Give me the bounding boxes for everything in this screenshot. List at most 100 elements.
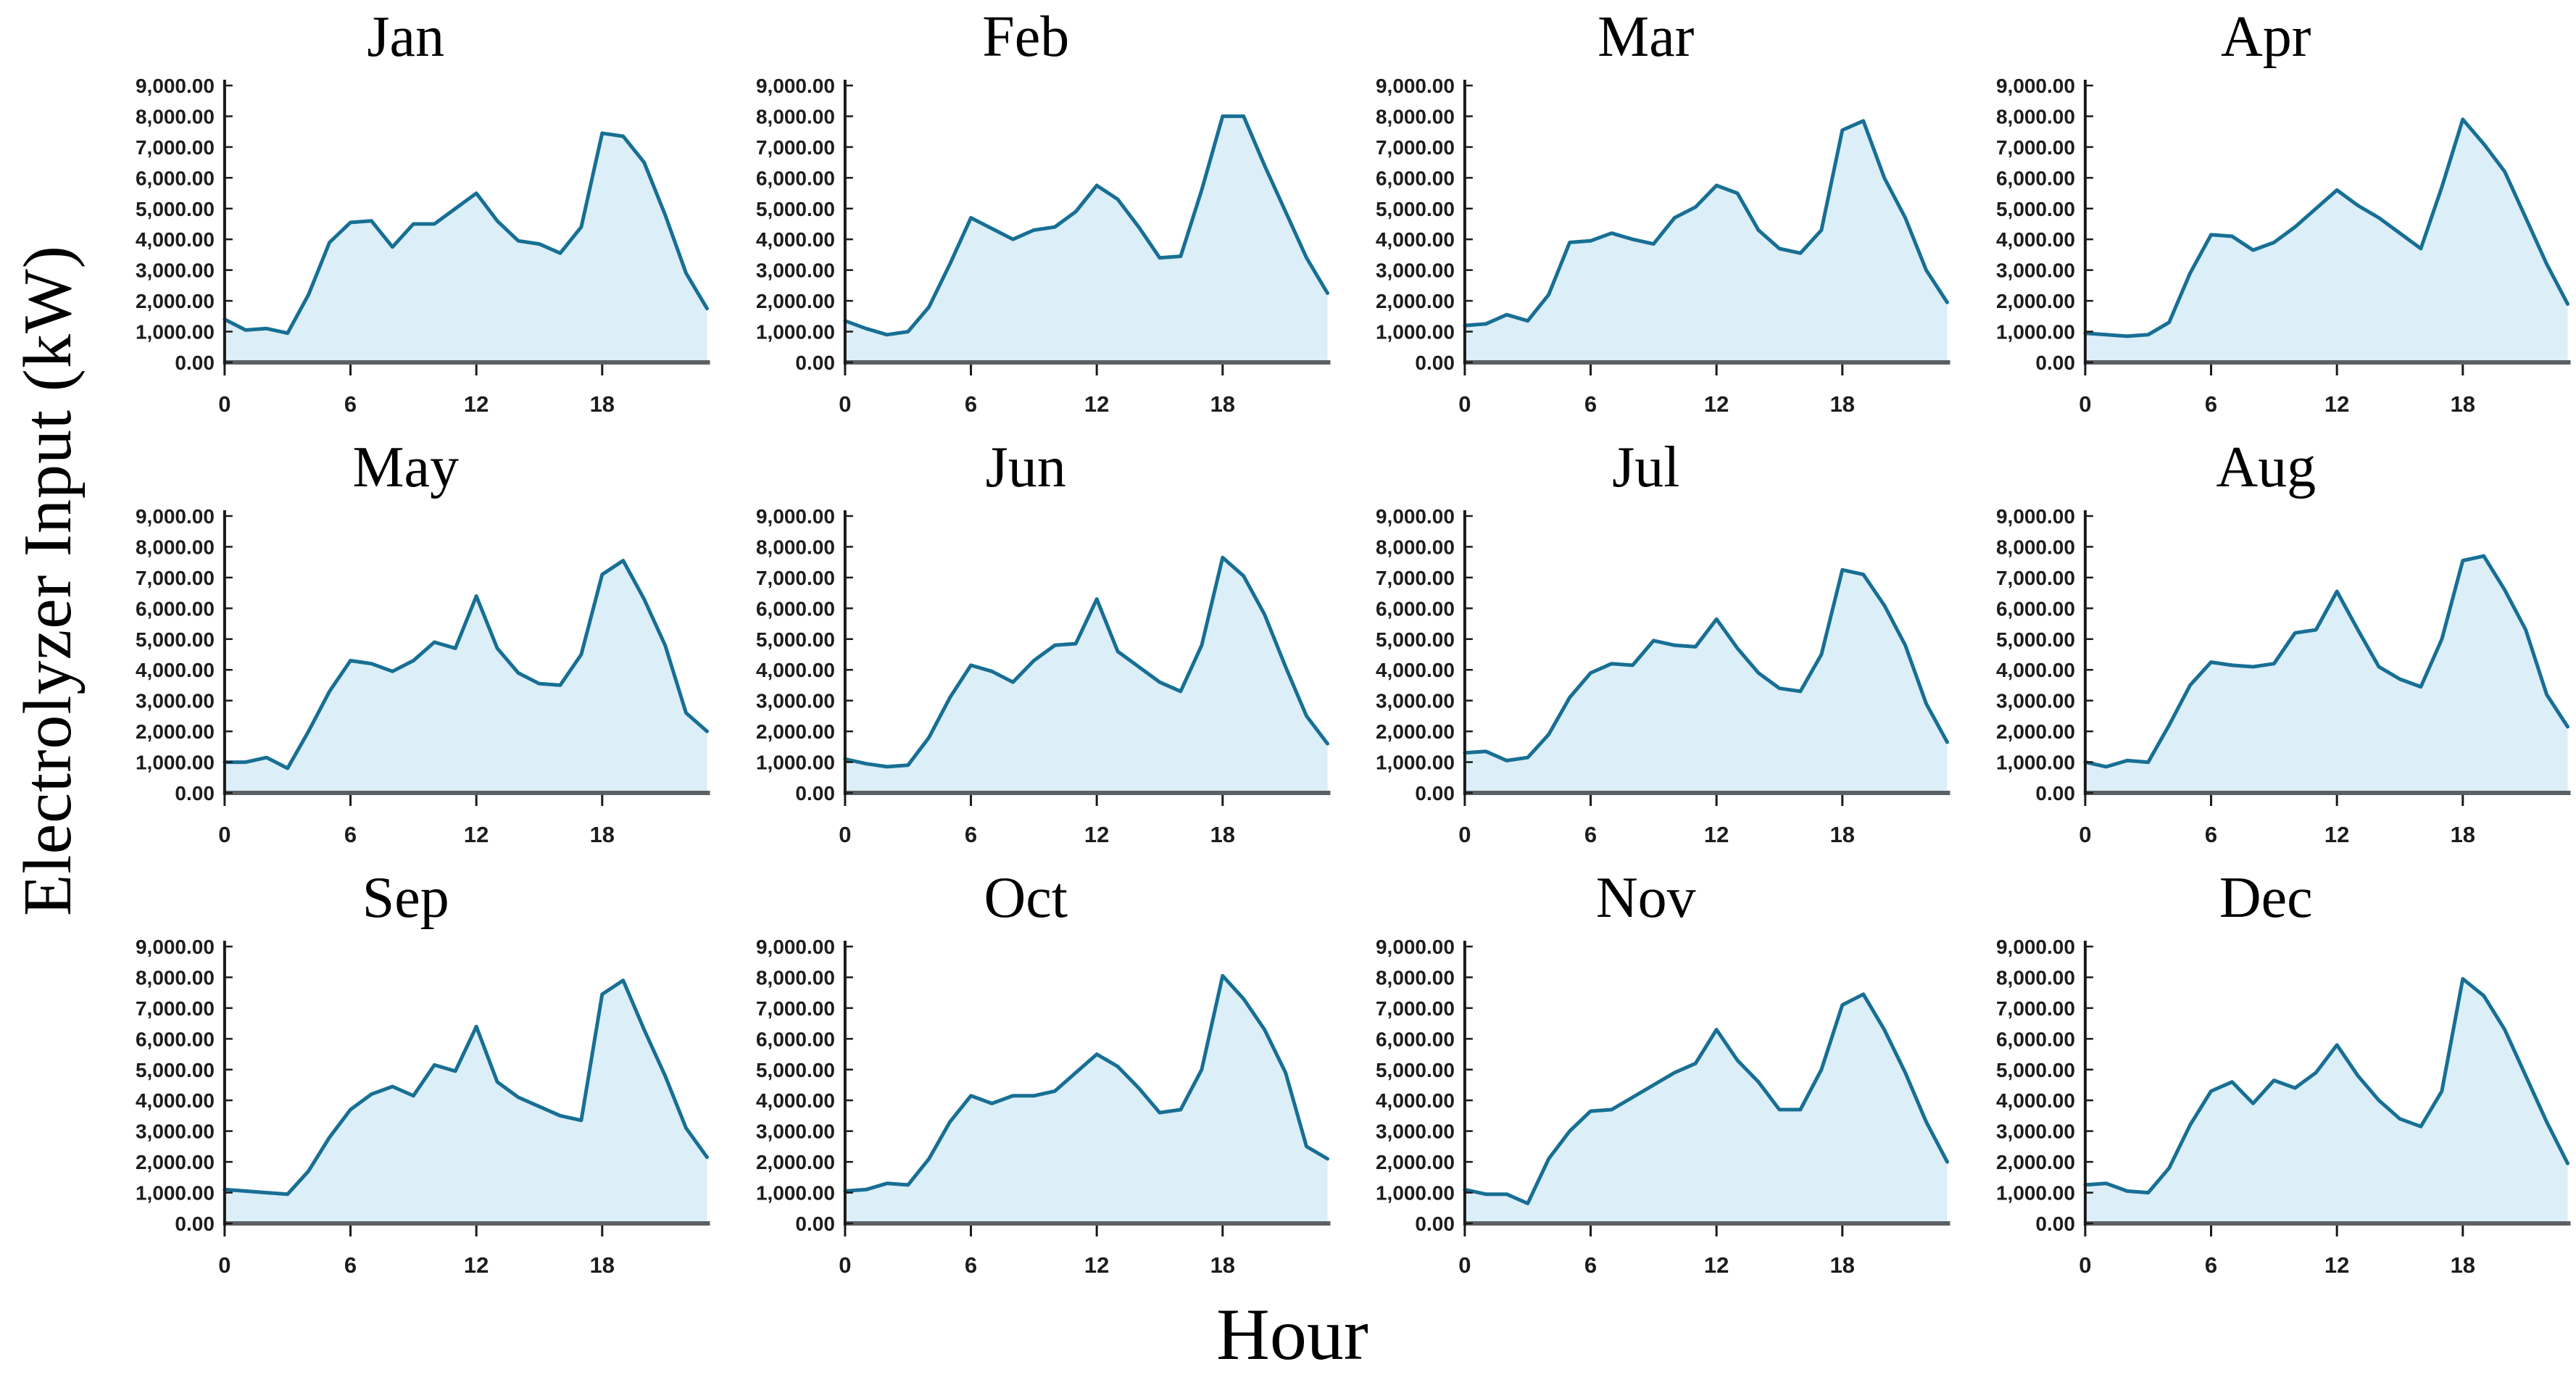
y-tick-label: 0.00 xyxy=(795,782,834,804)
y-tick-label: 2,000.00 xyxy=(1376,1151,1455,1173)
y-tick-label: 4,000.00 xyxy=(1376,228,1455,251)
y-tick-label: 3,000.00 xyxy=(1995,1120,2074,1143)
y-tick-label: 8,000.00 xyxy=(136,105,215,128)
y-tick-label: 4,000.00 xyxy=(136,659,215,681)
y-tick-label: 2,000.00 xyxy=(755,720,834,743)
y-tick-label: 9,000.00 xyxy=(1376,505,1455,528)
x-tick-label: 6 xyxy=(344,822,357,847)
x-tick-label: 6 xyxy=(344,1252,357,1278)
y-tick-label: 4,000.00 xyxy=(1376,659,1455,681)
x-tick-label: 12 xyxy=(464,822,489,847)
y-tick-label: 1,000.00 xyxy=(1376,1182,1455,1205)
y-tick-label: 9,000.00 xyxy=(1995,75,2074,97)
x-tick-label: 6 xyxy=(2204,391,2216,417)
x-axis-label: Hour xyxy=(1216,1294,1368,1376)
y-tick-label: 1,000.00 xyxy=(755,752,834,774)
y-tick-label: 5,000.00 xyxy=(755,198,834,220)
y-tick-label: 1,000.00 xyxy=(755,1182,834,1205)
y-tick-label: 0.00 xyxy=(2035,1213,2074,1235)
series-area xyxy=(844,557,1328,793)
subplot-grid: Jan 0.00 1,000.00 2,000.00 3,000.00 4,000.00 5… xyxy=(96,0,2576,1292)
subplot-sep: Sep 0.00 1,000.00 2,000.00 3,000.00 4,000.00 5… xyxy=(96,861,716,1292)
subplot-feb: Feb 0.00 1,000.00 2,000.00 3,000.00 4,000.00 5… xyxy=(716,0,1337,431)
x-tick-label: 18 xyxy=(2450,1252,2475,1278)
y-tick-label: 4,000.00 xyxy=(755,228,834,251)
subplot-nov: Nov 0.00 1,000.00 2,000.00 3,000.00 4,000.00 5… xyxy=(1336,861,1956,1292)
series-line xyxy=(842,114,1329,337)
y-tick-label: 1,000.00 xyxy=(1995,752,2074,774)
y-tick-label: 5,000.00 xyxy=(136,198,215,220)
subplot-aug: Aug 0.00 1,000.00 2,000.00 3,000.00 4,000.00 5… xyxy=(1956,431,2576,861)
x-tick-label: 6 xyxy=(2204,822,2216,847)
y-tick-label: 2,000.00 xyxy=(136,290,215,312)
y-tick-label: 1,000.00 xyxy=(1995,1182,2074,1205)
subplot-title: Mar xyxy=(1597,5,1695,69)
x-tick-label: 12 xyxy=(464,391,489,417)
x-tick-label: 6 xyxy=(2204,1252,2216,1278)
y-tick-label: 8,000.00 xyxy=(1995,536,2074,558)
y-tick-label: 4,000.00 xyxy=(1376,1089,1455,1112)
subplot-title: Feb xyxy=(982,5,1070,69)
x-axis-label-container: Hour xyxy=(96,1292,2576,1393)
y-tick-label: 9,000.00 xyxy=(136,936,215,958)
series-area xyxy=(224,980,707,1223)
y-tick-label: 1,000.00 xyxy=(1376,752,1455,774)
y-tick-label: 9,000.00 xyxy=(136,75,215,97)
x-tick-label: 18 xyxy=(1210,391,1234,417)
y-tick-label: 2,000.00 xyxy=(755,290,834,312)
y-tick-label: 3,000.00 xyxy=(1376,690,1455,712)
y-tick-label: 2,000.00 xyxy=(136,720,215,743)
y-tick-label: 6,000.00 xyxy=(1995,167,2074,189)
x-tick-label: 6 xyxy=(1584,822,1597,847)
series-line xyxy=(842,555,1329,769)
x-tick-label: 0 xyxy=(218,822,230,847)
subplot-title: Jun xyxy=(985,436,1066,499)
x-tick-label: 0 xyxy=(2079,1252,2091,1278)
series-area xyxy=(844,976,1328,1223)
y-tick-label: 1,000.00 xyxy=(136,752,215,774)
x-tick-label: 6 xyxy=(344,391,357,417)
subplot-title: Nov xyxy=(1595,866,1696,930)
y-tick-label: 6,000.00 xyxy=(1995,597,2074,620)
y-tick-label: 7,000.00 xyxy=(755,567,834,589)
y-axis-label: Electrolyzer Input (kW) xyxy=(10,244,86,916)
y-tick-label: 3,000.00 xyxy=(136,259,215,282)
x-tick-label: 6 xyxy=(964,1252,976,1278)
subplot-jun: Jun 0.00 1,000.00 2,000.00 3,000.00 4,000.00 5… xyxy=(716,431,1337,861)
y-tick-label: 8,000.00 xyxy=(755,536,834,558)
series-line xyxy=(1463,992,1950,1205)
x-tick-label: 18 xyxy=(1830,822,1855,847)
series-area xyxy=(2085,556,2568,793)
y-tick-label: 9,000.00 xyxy=(755,505,834,528)
y-tick-label: 3,000.00 xyxy=(1376,259,1455,282)
y-tick-label: 2,000.00 xyxy=(1376,290,1455,312)
y-tick-label: 9,000.00 xyxy=(755,75,834,97)
series-line xyxy=(223,559,710,770)
y-tick-label: 7,000.00 xyxy=(1376,997,1455,1020)
y-tick-label: 6,000.00 xyxy=(1995,1028,2074,1050)
x-tick-label: 0 xyxy=(839,391,851,417)
area-chart-jul: 0.00 1,000.00 2,000.00 3,000.00 4,000.00 5,00… xyxy=(1376,505,1950,847)
y-tick-label: 9,000.00 xyxy=(1995,936,2074,958)
y-tick-label: 3,000.00 xyxy=(1376,1120,1455,1143)
y-tick-label: 5,000.00 xyxy=(1376,198,1455,220)
y-tick-label: 6,000.00 xyxy=(136,167,215,189)
y-tick-label: 1,000.00 xyxy=(1995,321,2074,344)
series-line xyxy=(1463,567,1950,762)
x-tick-label: 12 xyxy=(2324,1252,2348,1278)
subplot-title: Sep xyxy=(362,866,449,930)
y-tick-label: 2,000.00 xyxy=(755,1151,834,1173)
y-tick-label: 7,000.00 xyxy=(1376,136,1455,159)
y-tick-label: 2,000.00 xyxy=(136,1151,215,1173)
y-tick-label: 5,000.00 xyxy=(136,1059,215,1081)
y-tick-label: 8,000.00 xyxy=(1376,105,1455,128)
y-tick-label: 5,000.00 xyxy=(1376,1059,1455,1081)
x-tick-label: 0 xyxy=(218,391,230,417)
y-axis-label-container: Electrolyzer Input (kW) xyxy=(0,0,96,1292)
x-tick-label: 12 xyxy=(1704,391,1729,417)
y-tick-label: 0.00 xyxy=(2035,782,2074,804)
y-tick-label: 4,000.00 xyxy=(1995,1089,2074,1112)
y-tick-label: 9,000.00 xyxy=(1376,936,1455,958)
x-tick-label: 0 xyxy=(2079,391,2091,417)
series-area xyxy=(1464,570,1948,793)
